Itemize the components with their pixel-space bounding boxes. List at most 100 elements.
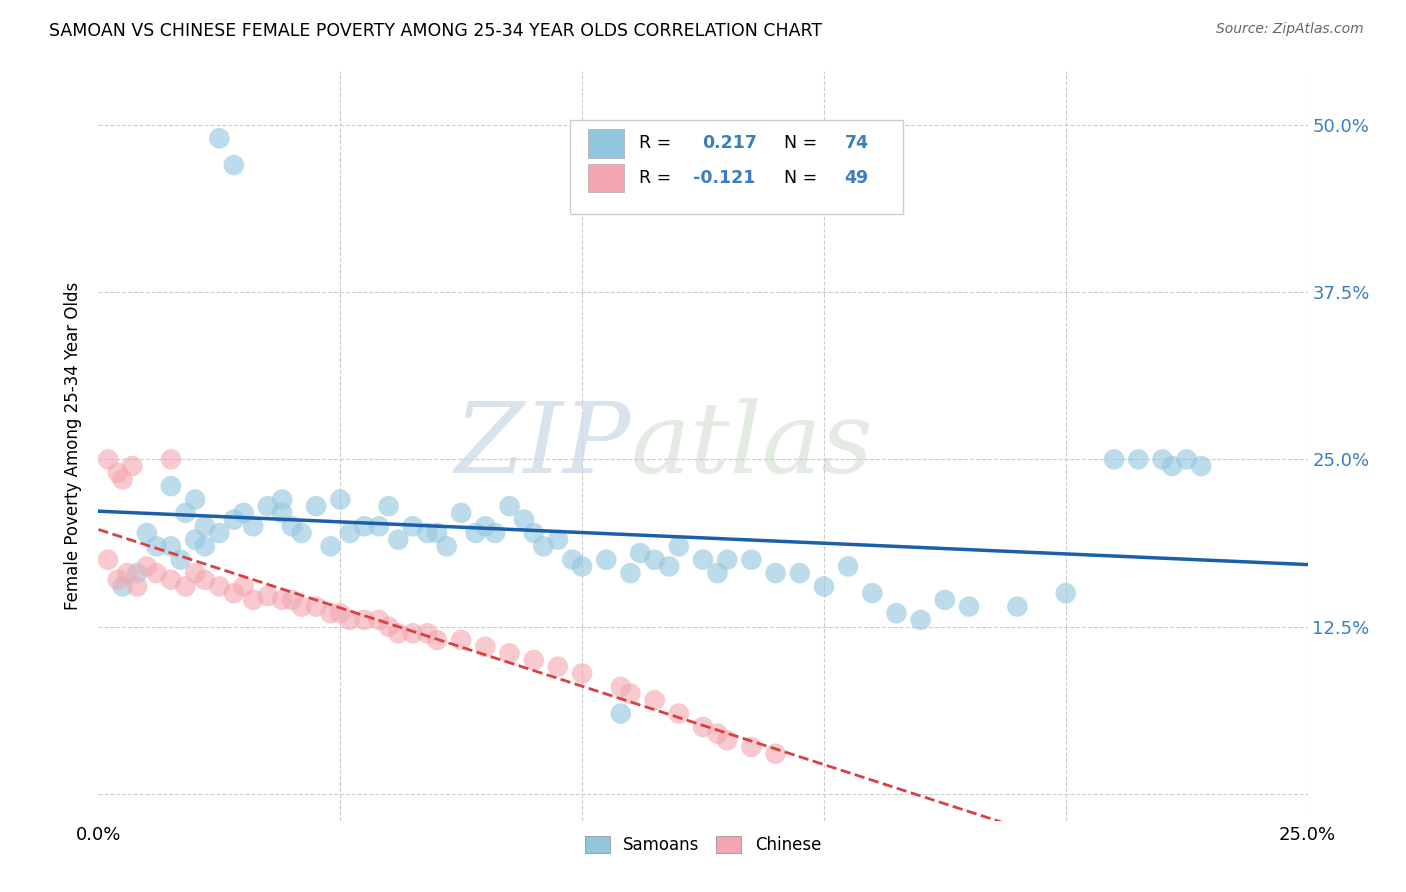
Text: N =: N = bbox=[785, 169, 823, 186]
Point bbox=[716, 553, 738, 567]
Point bbox=[464, 526, 486, 541]
Point bbox=[319, 607, 342, 621]
Point bbox=[387, 626, 409, 640]
Point bbox=[174, 506, 197, 520]
Point bbox=[610, 706, 633, 721]
Point bbox=[484, 526, 506, 541]
Point bbox=[619, 566, 641, 581]
Point bbox=[1102, 452, 1125, 467]
Point bbox=[353, 519, 375, 533]
Point bbox=[644, 553, 666, 567]
Point bbox=[706, 726, 728, 740]
Point bbox=[160, 479, 183, 493]
Point bbox=[256, 589, 278, 603]
Point bbox=[329, 607, 352, 621]
Text: Source: ZipAtlas.com: Source: ZipAtlas.com bbox=[1216, 22, 1364, 37]
Point bbox=[387, 533, 409, 547]
Text: ZIP: ZIP bbox=[454, 399, 630, 493]
Point bbox=[416, 526, 439, 541]
Point bbox=[531, 539, 554, 553]
Point bbox=[692, 720, 714, 734]
Point bbox=[222, 586, 245, 600]
Text: N =: N = bbox=[785, 135, 823, 153]
Point bbox=[910, 613, 932, 627]
Point bbox=[121, 459, 143, 474]
Text: -0.121: -0.121 bbox=[693, 169, 755, 186]
Point bbox=[813, 580, 835, 594]
FancyBboxPatch shape bbox=[588, 163, 624, 192]
Point bbox=[377, 500, 399, 514]
Point bbox=[1054, 586, 1077, 600]
Point bbox=[628, 546, 651, 560]
Point bbox=[208, 526, 231, 541]
Point bbox=[256, 500, 278, 514]
Point bbox=[271, 492, 294, 507]
Point bbox=[111, 473, 134, 487]
Point bbox=[208, 580, 231, 594]
Point bbox=[232, 580, 254, 594]
Point bbox=[111, 580, 134, 594]
Point bbox=[242, 593, 264, 607]
Point bbox=[184, 566, 207, 581]
Point bbox=[232, 506, 254, 520]
Point bbox=[242, 519, 264, 533]
Point bbox=[368, 519, 391, 533]
Point bbox=[668, 706, 690, 721]
Point bbox=[450, 506, 472, 520]
Point bbox=[107, 466, 129, 480]
Point bbox=[547, 533, 569, 547]
Point bbox=[127, 580, 149, 594]
Point bbox=[706, 566, 728, 581]
Point bbox=[222, 158, 245, 172]
Point bbox=[1175, 452, 1198, 467]
Point bbox=[716, 733, 738, 747]
Point bbox=[498, 500, 520, 514]
Point bbox=[668, 539, 690, 553]
Point bbox=[692, 553, 714, 567]
Point bbox=[1161, 459, 1184, 474]
Point bbox=[339, 613, 361, 627]
Point bbox=[281, 519, 304, 533]
Point bbox=[271, 506, 294, 520]
Point bbox=[290, 526, 312, 541]
Point bbox=[1128, 452, 1150, 467]
Point bbox=[194, 539, 217, 553]
Y-axis label: Female Poverty Among 25-34 Year Olds: Female Poverty Among 25-34 Year Olds bbox=[65, 282, 83, 610]
Text: R =: R = bbox=[638, 169, 676, 186]
Point bbox=[571, 666, 593, 681]
Text: 74: 74 bbox=[845, 135, 869, 153]
Point bbox=[547, 660, 569, 674]
Point bbox=[513, 512, 536, 526]
Point bbox=[368, 613, 391, 627]
Point bbox=[107, 573, 129, 587]
Point bbox=[595, 553, 617, 567]
Point bbox=[789, 566, 811, 581]
Point bbox=[174, 580, 197, 594]
Point bbox=[305, 500, 328, 514]
Point bbox=[837, 559, 859, 574]
Point bbox=[117, 566, 139, 581]
Point bbox=[145, 539, 167, 553]
Point bbox=[886, 607, 908, 621]
Point bbox=[160, 539, 183, 553]
Point bbox=[426, 633, 449, 648]
Point bbox=[740, 740, 762, 755]
Point bbox=[208, 131, 231, 145]
Point bbox=[353, 613, 375, 627]
Point bbox=[169, 553, 191, 567]
Text: 49: 49 bbox=[845, 169, 869, 186]
FancyBboxPatch shape bbox=[588, 129, 624, 158]
Text: SAMOAN VS CHINESE FEMALE POVERTY AMONG 25-34 YEAR OLDS CORRELATION CHART: SAMOAN VS CHINESE FEMALE POVERTY AMONG 2… bbox=[49, 22, 823, 40]
Point bbox=[290, 599, 312, 614]
Point bbox=[194, 519, 217, 533]
Point bbox=[610, 680, 633, 694]
Point bbox=[860, 586, 883, 600]
Point bbox=[97, 553, 120, 567]
Point bbox=[1152, 452, 1174, 467]
Text: atlas: atlas bbox=[630, 399, 873, 493]
Point bbox=[619, 687, 641, 701]
Point bbox=[436, 539, 458, 553]
Point bbox=[145, 566, 167, 581]
Text: 0.217: 0.217 bbox=[702, 135, 756, 153]
Point bbox=[329, 492, 352, 507]
